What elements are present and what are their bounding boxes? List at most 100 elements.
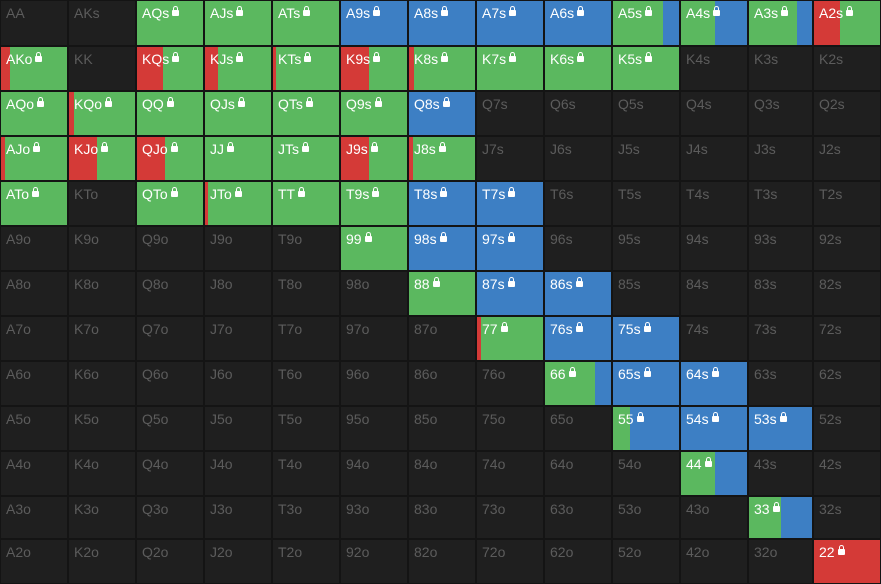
hand-cell-k4s[interactable]: K4s [680, 46, 748, 91]
hand-cell-j5s[interactable]: J5s [612, 136, 680, 181]
hand-cell-a9o[interactable]: A9o [0, 226, 68, 271]
hand-cell-74o[interactable]: 74o [476, 451, 544, 496]
hand-cell-qto[interactable]: QTo [136, 181, 204, 226]
hand-cell-55[interactable]: 55 [612, 406, 680, 451]
hand-cell-aqo[interactable]: AQo [0, 91, 68, 136]
hand-cell-a4o[interactable]: A4o [0, 451, 68, 496]
hand-cell-54o[interactable]: 54o [612, 451, 680, 496]
hand-cell-98o[interactable]: 98o [340, 271, 408, 316]
hand-cell-k3s[interactable]: K3s [748, 46, 813, 91]
hand-cell-q6s[interactable]: Q6s [544, 91, 612, 136]
hand-cell-88[interactable]: 88 [408, 271, 476, 316]
hand-cell-62s[interactable]: 62s [813, 361, 881, 406]
hand-cell-j3o[interactable]: J3o [204, 496, 272, 539]
hand-cell-63o[interactable]: 63o [544, 496, 612, 539]
hand-cell-a8s[interactable]: A8s [408, 0, 476, 46]
hand-cell-q2o[interactable]: Q2o [136, 539, 204, 584]
hand-cell-q8o[interactable]: Q8o [136, 271, 204, 316]
hand-cell-92o[interactable]: 92o [340, 539, 408, 584]
hand-cell-84s[interactable]: 84s [680, 271, 748, 316]
hand-cell-32o[interactable]: 32o [748, 539, 813, 584]
hand-cell-87o[interactable]: 87o [408, 316, 476, 361]
hand-cell-j5o[interactable]: J5o [204, 406, 272, 451]
hand-cell-72o[interactable]: 72o [476, 539, 544, 584]
hand-cell-q4s[interactable]: Q4s [680, 91, 748, 136]
hand-cell-j8o[interactable]: J8o [204, 271, 272, 316]
hand-cell-95o[interactable]: 95o [340, 406, 408, 451]
hand-cell-jto[interactable]: JTo [204, 181, 272, 226]
hand-cell-qq[interactable]: QQ [136, 91, 204, 136]
hand-cell-t7o[interactable]: T7o [272, 316, 340, 361]
hand-cell-t6s[interactable]: T6s [544, 181, 612, 226]
hand-cell-98s[interactable]: 98s [408, 226, 476, 271]
hand-cell-q9o[interactable]: Q9o [136, 226, 204, 271]
hand-cell-42o[interactable]: 42o [680, 539, 748, 584]
hand-cell-k9o[interactable]: K9o [68, 226, 136, 271]
hand-cell-86o[interactable]: 86o [408, 361, 476, 406]
hand-cell-t2o[interactable]: T2o [272, 539, 340, 584]
hand-cell-j2s[interactable]: J2s [813, 136, 881, 181]
hand-cell-a6s[interactable]: A6s [544, 0, 612, 46]
hand-cell-82s[interactable]: 82s [813, 271, 881, 316]
hand-cell-t3o[interactable]: T3o [272, 496, 340, 539]
hand-cell-j2o[interactable]: J2o [204, 539, 272, 584]
hand-cell-97o[interactable]: 97o [340, 316, 408, 361]
hand-cell-t7s[interactable]: T7s [476, 181, 544, 226]
hand-cell-k2s[interactable]: K2s [813, 46, 881, 91]
hand-cell-63s[interactable]: 63s [748, 361, 813, 406]
hand-cell-22[interactable]: 22 [813, 539, 881, 584]
hand-cell-87s[interactable]: 87s [476, 271, 544, 316]
hand-cell-65s[interactable]: 65s [612, 361, 680, 406]
hand-cell-k8s[interactable]: K8s [408, 46, 476, 91]
hand-cell-a5o[interactable]: A5o [0, 406, 68, 451]
hand-cell-a2s[interactable]: A2s [813, 0, 881, 46]
hand-cell-94s[interactable]: 94s [680, 226, 748, 271]
hand-cell-t4s[interactable]: T4s [680, 181, 748, 226]
hand-cell-85s[interactable]: 85s [612, 271, 680, 316]
hand-cell-42s[interactable]: 42s [813, 451, 881, 496]
hand-cell-kqo[interactable]: KQo [68, 91, 136, 136]
hand-cell-kjo[interactable]: KJo [68, 136, 136, 181]
hand-cell-jts[interactable]: JTs [272, 136, 340, 181]
hand-cell-j4o[interactable]: J4o [204, 451, 272, 496]
hand-cell-j7o[interactable]: J7o [204, 316, 272, 361]
hand-cell-t2s[interactable]: T2s [813, 181, 881, 226]
hand-cell-t6o[interactable]: T6o [272, 361, 340, 406]
hand-cell-k7s[interactable]: K7s [476, 46, 544, 91]
hand-cell-a7s[interactable]: A7s [476, 0, 544, 46]
hand-cell-32s[interactable]: 32s [813, 496, 881, 539]
hand-cell-a5s[interactable]: A5s [612, 0, 680, 46]
hand-cell-44[interactable]: 44 [680, 451, 748, 496]
hand-cell-ako[interactable]: AKo [0, 46, 68, 91]
hand-cell-94o[interactable]: 94o [340, 451, 408, 496]
hand-cell-53o[interactable]: 53o [612, 496, 680, 539]
hand-cell-52o[interactable]: 52o [612, 539, 680, 584]
hand-cell-64o[interactable]: 64o [544, 451, 612, 496]
hand-cell-65o[interactable]: 65o [544, 406, 612, 451]
hand-cell-q8s[interactable]: Q8s [408, 91, 476, 136]
hand-cell-93o[interactable]: 93o [340, 496, 408, 539]
hand-cell-ajo[interactable]: AJo [0, 136, 68, 181]
hand-cell-q2s[interactable]: Q2s [813, 91, 881, 136]
hand-cell-q6o[interactable]: Q6o [136, 361, 204, 406]
hand-cell-64s[interactable]: 64s [680, 361, 748, 406]
hand-cell-j9s[interactable]: J9s [340, 136, 408, 181]
hand-cell-a6o[interactable]: A6o [0, 361, 68, 406]
hand-cell-k2o[interactable]: K2o [68, 539, 136, 584]
hand-cell-q3o[interactable]: Q3o [136, 496, 204, 539]
hand-cell-t5s[interactable]: T5s [612, 181, 680, 226]
hand-cell-j7s[interactable]: J7s [476, 136, 544, 181]
hand-cell-97s[interactable]: 97s [476, 226, 544, 271]
hand-cell-q3s[interactable]: Q3s [748, 91, 813, 136]
hand-cell-33[interactable]: 33 [748, 496, 813, 539]
hand-cell-t8s[interactable]: T8s [408, 181, 476, 226]
hand-cell-96o[interactable]: 96o [340, 361, 408, 406]
hand-cell-84o[interactable]: 84o [408, 451, 476, 496]
hand-cell-a3o[interactable]: A3o [0, 496, 68, 539]
hand-cell-jj[interactable]: JJ [204, 136, 272, 181]
hand-cell-j8s[interactable]: J8s [408, 136, 476, 181]
hand-cell-qts[interactable]: QTs [272, 91, 340, 136]
hand-cell-j3s[interactable]: J3s [748, 136, 813, 181]
hand-cell-q9s[interactable]: Q9s [340, 91, 408, 136]
hand-cell-73o[interactable]: 73o [476, 496, 544, 539]
